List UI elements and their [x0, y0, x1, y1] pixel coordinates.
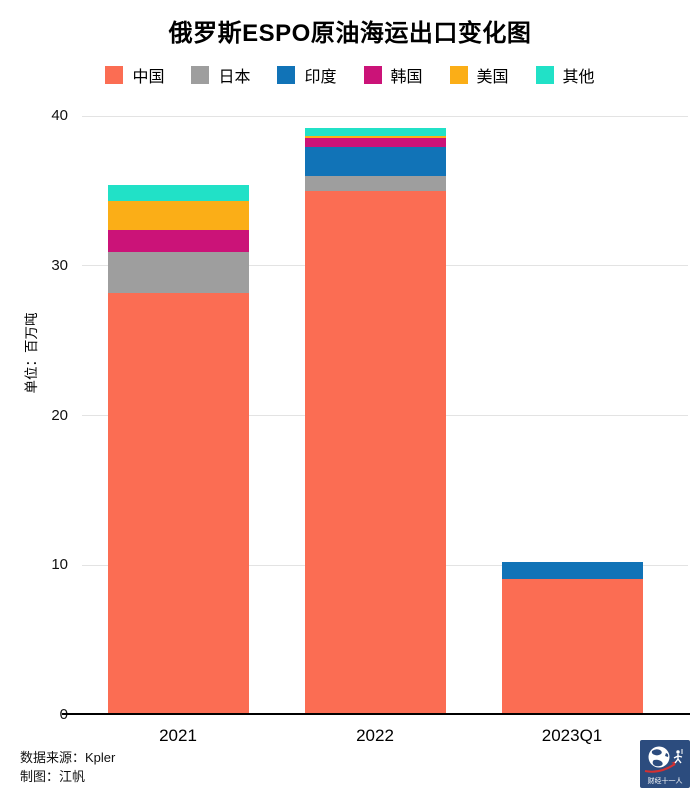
- y-tick-label-40: 40: [51, 107, 68, 124]
- bar-segment-2022-usa: [304, 135, 446, 139]
- footer: 数据来源：Kpler 制图：江帆: [20, 749, 115, 786]
- gridline-40: [82, 115, 688, 117]
- legend: 中国 日本 印度 韩国 美国 其他: [0, 63, 700, 87]
- bar-segment-2022-india: [304, 147, 446, 176]
- y-tick-label-20: 20: [51, 406, 68, 424]
- bar-segment-2021-korea: [107, 229, 249, 253]
- data-source-text: 数据来源：Kpler: [20, 750, 116, 765]
- y-tick-label-0: 0: [16, 706, 68, 723]
- x-tick-label-2023Q1: 2023Q1: [541, 726, 603, 745]
- bar-segment-2021-china: [107, 292, 249, 715]
- globe-icon: [648, 746, 670, 768]
- logo-text: 财经十一人: [648, 776, 683, 785]
- legend-item-india: 印度: [277, 63, 337, 87]
- bar-segment-2021-usa: [107, 201, 249, 230]
- legend-label-others: 其他: [562, 69, 595, 86]
- bar-2021: [107, 184, 249, 715]
- legend-item-usa: 美国: [449, 63, 509, 87]
- legend-swatch-korea: [363, 66, 382, 84]
- bar-segment-2022-korea: [304, 138, 446, 148]
- bar-2022: [304, 128, 446, 715]
- bar-segment-2021-japan: [107, 252, 249, 293]
- legend-label-japan: 日本: [218, 69, 251, 86]
- x-axis-line: [62, 713, 690, 715]
- logo-red-arrowhead: [671, 761, 676, 764]
- x-tick-label-2022: 2022: [356, 726, 394, 745]
- bar-segment-2021-others: [107, 184, 249, 202]
- bar-segment-2022-china: [304, 190, 446, 715]
- legend-swatch-india: [277, 66, 296, 84]
- legend-item-china: 中国: [105, 63, 164, 87]
- legend-label-korea: 韩国: [390, 69, 423, 86]
- publisher-logo: 财经十一人: [640, 740, 690, 788]
- legend-item-korea: 韩国: [363, 63, 423, 87]
- legend-label-india: 印度: [304, 69, 337, 86]
- bar-2023Q1: [501, 562, 643, 715]
- chart-credit-text: 制图：江帆: [20, 768, 86, 784]
- legend-label-china: 中国: [132, 69, 165, 86]
- legend-item-japan: 日本: [191, 63, 250, 87]
- legend-label-usa: 美国: [476, 69, 509, 86]
- bar-segment-2022-others: [304, 128, 446, 136]
- legend-swatch-japan: [191, 66, 210, 84]
- bar-segment-2023Q1-india: [501, 562, 643, 579]
- legend-swatch-usa: [449, 66, 468, 84]
- runner-icon: [673, 749, 683, 764]
- chart-title: 俄罗斯ESPO原油海运出口变化图: [168, 20, 532, 47]
- y-axis-title: 单位：百万吨: [24, 312, 39, 394]
- bar-segment-2022-japan: [304, 175, 446, 191]
- legend-swatch-others: [535, 66, 554, 84]
- legend-item-others: 其他: [535, 63, 595, 87]
- x-tick-label-2021: 2021: [159, 726, 197, 745]
- y-tick-label-30: 30: [51, 256, 68, 274]
- y-tick-label-10: 10: [51, 556, 68, 574]
- logo-red-swoosh: [644, 763, 676, 773]
- legend-swatch-china: [105, 66, 124, 84]
- bar-segment-2023Q1-china: [501, 578, 643, 715]
